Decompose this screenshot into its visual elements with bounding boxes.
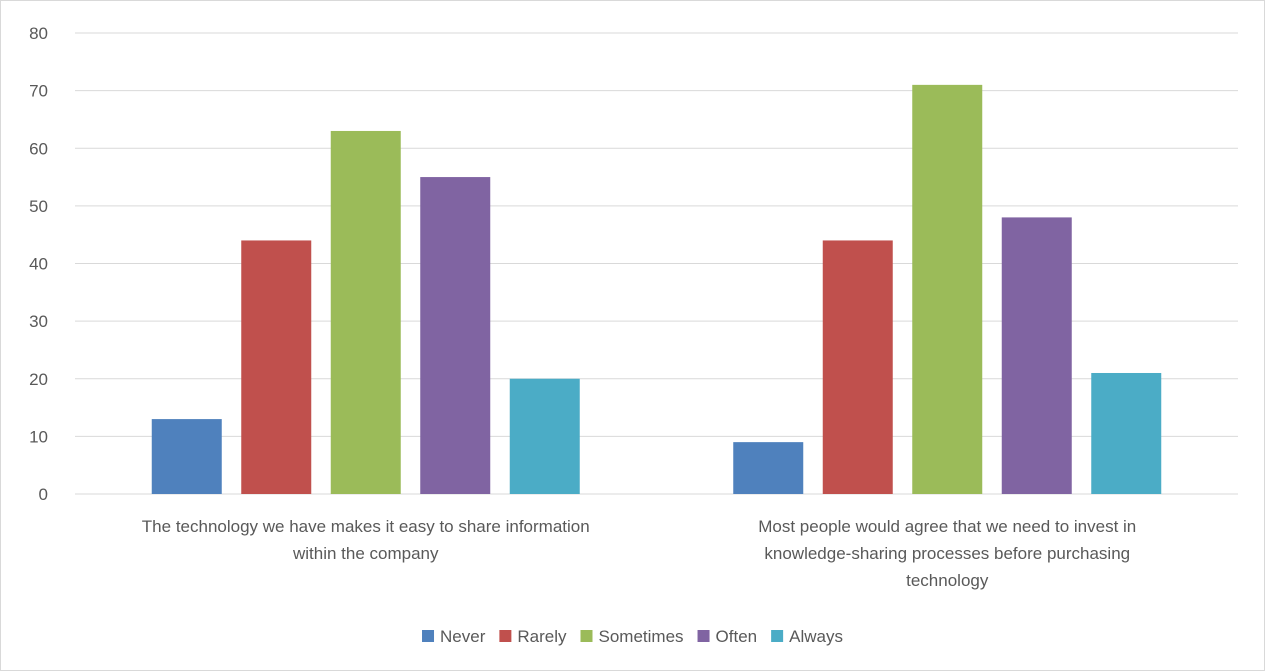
y-tick-label-0: 0 bbox=[39, 485, 48, 504]
bar-rarely-1 bbox=[241, 240, 312, 494]
category-label-2-line-3: technology bbox=[906, 571, 989, 590]
bar-rarely-2 bbox=[822, 240, 893, 494]
category-labels: The technology we have makes it easy to … bbox=[142, 517, 1136, 590]
category-label-1-line-1: The technology we have makes it easy to … bbox=[142, 517, 590, 536]
bar-always-1 bbox=[509, 378, 580, 494]
y-tick-label-20: 20 bbox=[29, 370, 48, 389]
legend: Never Rarely Sometimes Often Always bbox=[422, 627, 843, 646]
y-tick-label-70: 70 bbox=[29, 82, 48, 101]
y-axis-ticks: 0 10 20 30 40 50 60 70 80 bbox=[29, 24, 48, 504]
y-tick-label-40: 40 bbox=[29, 255, 48, 274]
y-tick-label-30: 30 bbox=[29, 312, 48, 331]
legend-label-sometimes: Sometimes bbox=[599, 627, 684, 646]
bars bbox=[151, 84, 1162, 495]
bar-never-2 bbox=[733, 442, 804, 494]
legend-label-always: Always bbox=[789, 627, 843, 646]
bar-sometimes-1 bbox=[330, 130, 401, 494]
category-label-1-line-2: within the company bbox=[292, 544, 439, 563]
category-label-2-line-2: knowledge-sharing processes before purch… bbox=[764, 544, 1130, 563]
bar-sometimes-2 bbox=[912, 84, 983, 495]
y-tick-label-10: 10 bbox=[29, 427, 48, 446]
bar-never-1 bbox=[151, 419, 222, 494]
legend-swatch-often bbox=[697, 630, 710, 642]
legend-swatch-never bbox=[422, 630, 435, 642]
y-tick-label-80: 80 bbox=[29, 24, 48, 43]
bar-often-2 bbox=[1001, 217, 1072, 494]
legend-label-never: Never bbox=[440, 627, 486, 646]
legend-swatch-rarely bbox=[499, 630, 512, 642]
legend-label-often: Often bbox=[716, 627, 758, 646]
legend-label-rarely: Rarely bbox=[517, 627, 567, 646]
legend-swatch-always bbox=[771, 630, 784, 642]
y-tick-label-60: 60 bbox=[29, 139, 48, 158]
legend-swatch-sometimes bbox=[580, 630, 593, 642]
bar-always-2 bbox=[1091, 372, 1162, 494]
y-tick-label-50: 50 bbox=[29, 197, 48, 216]
category-label-2-line-1: Most people would agree that we need to … bbox=[758, 517, 1136, 536]
bar-often-1 bbox=[420, 177, 491, 494]
